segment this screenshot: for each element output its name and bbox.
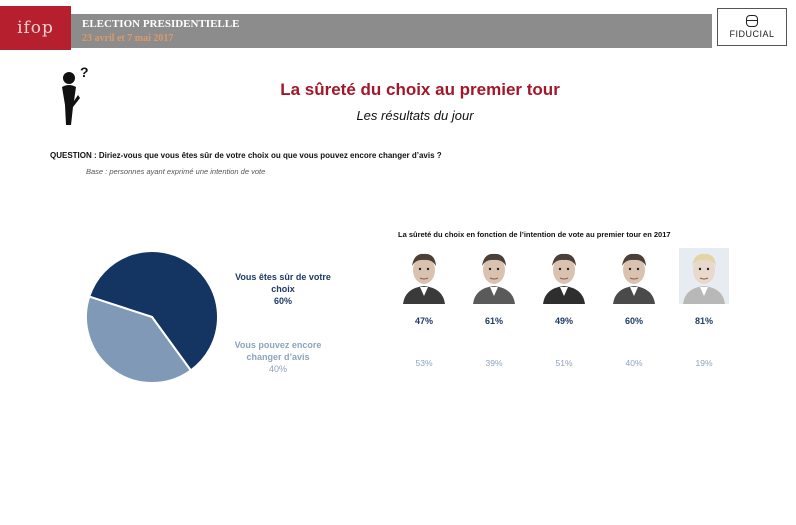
pie-label-sure: Vous êtes sûr de votre choix 60% (228, 271, 338, 307)
pie-chart (85, 250, 219, 384)
candidate-sure-value: 81% (694, 316, 713, 326)
pie-label-sure-text: Vous êtes sûr de votre choix (235, 272, 331, 294)
candidate-sure-value: 60% (624, 316, 643, 326)
pie-label-change: Vous pouvez encore changer d’avis 40% (222, 339, 334, 375)
candidate-3-portrait-icon (539, 248, 589, 304)
candidate-sure-value: 49% (554, 316, 573, 326)
pie-label-change-value: 40% (268, 364, 287, 374)
candidate-change-value: 39% (485, 358, 503, 368)
header-title: ELECTION PRESIDENTIELLE (82, 18, 240, 30)
candidate-sure-value: 61% (484, 316, 503, 326)
pie-slice-change (85, 295, 193, 384)
question-text: QUESTION : Diriez-vous que vous êtes sûr… (50, 151, 442, 160)
logo-text: ifop (17, 18, 54, 38)
candidate-1-portrait-icon (399, 248, 449, 304)
pie-label-sure-value: 60% (273, 296, 292, 306)
header-dates: 23 avril et 7 mai 2017 (82, 33, 174, 44)
fiducial-logo: FIDUCIAL (717, 8, 787, 46)
candidate-change-value: 19% (695, 358, 713, 368)
pie-label-change-text: Vous pouvez encore changer d’avis (234, 340, 322, 362)
page-subtitle: Les résultats du jour (356, 108, 474, 123)
breakdown-title: La sûreté du choix en fonction de l’inte… (398, 230, 671, 239)
sponsor-name: FIDUCIAL (729, 29, 775, 39)
candidate-change-value: 40% (625, 358, 643, 368)
candidate-2-portrait-icon (469, 248, 519, 304)
svg-text:?: ? (80, 65, 89, 80)
candidate-sure-value: 47% (414, 316, 433, 326)
candidate-5-portrait-icon (679, 248, 729, 304)
header-bar (0, 14, 712, 48)
thinking-person-icon: ? (62, 65, 89, 125)
candidate-4-portrait-icon (609, 248, 659, 304)
candidate-change-value: 53% (415, 358, 433, 368)
base-text: Base : personnes ayant exprimé une inten… (86, 167, 266, 176)
candidate-change-value: 51% (555, 358, 573, 368)
page-title: La sûreté du choix au premier tour (280, 80, 560, 99)
ifop-logo: ifop (0, 6, 71, 50)
fiducial-mark-icon (746, 15, 758, 27)
pie-slice-sure (87, 250, 219, 372)
